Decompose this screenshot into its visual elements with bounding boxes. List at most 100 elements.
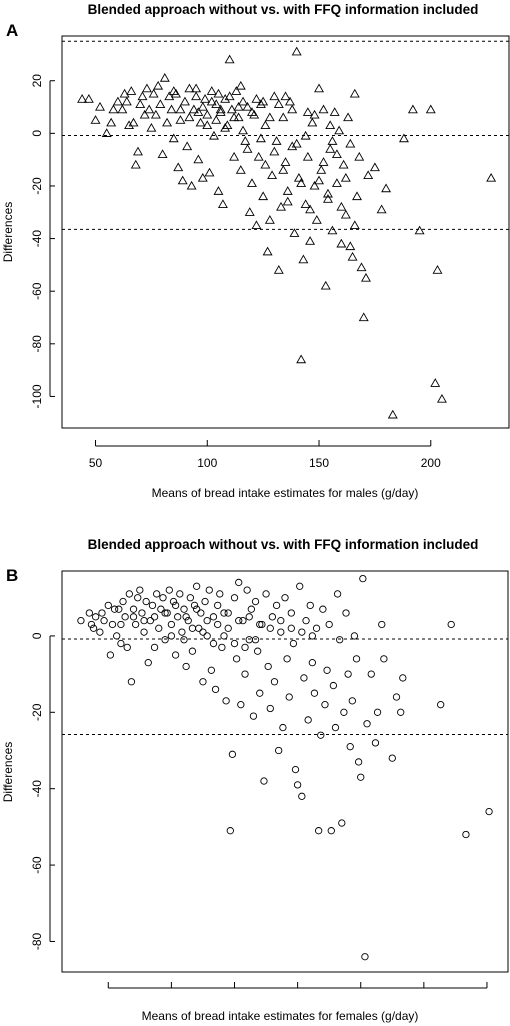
panel-a-y-tick-label: -40 [30, 230, 44, 248]
panel-a-data-point [251, 220, 262, 230]
panel-a-data-point [320, 280, 331, 290]
panel-a-data-point [307, 117, 318, 127]
panel-b-data-point [207, 666, 216, 674]
panel-b-data-point [361, 953, 369, 961]
panel-b-data-point [277, 616, 285, 625]
panel-a-data-point [262, 246, 273, 256]
panel-a-data-point [314, 83, 325, 93]
panel-a-data-point [287, 141, 298, 151]
panel-a-data-point [244, 207, 255, 216]
panel-b-data-point [136, 586, 144, 594]
panel-b-data-point [220, 632, 228, 640]
panel-a-data-point [314, 175, 325, 185]
panel-a-data-point [153, 80, 164, 90]
panel-b-data-point [190, 601, 199, 610]
panel-a-data-point [376, 204, 387, 214]
panel-a-data-point [224, 54, 235, 64]
panel-b-data-point [89, 624, 98, 632]
panel-b-data-point [188, 647, 197, 655]
panel-a-data-point [166, 104, 177, 114]
panel-a-data-point [280, 157, 291, 166]
panel-a-data-point [162, 117, 173, 127]
panel-b-y-axis: 0 -20 -40 -60 -80 [30, 632, 55, 950]
panel-b-data-point [159, 594, 167, 602]
panel-a-data-point [311, 215, 322, 224]
panel-b-data-point [272, 601, 281, 610]
scatter-plot-females: Blended approach without vs. with FFQ in… [1, 537, 509, 1023]
panel-b-data-point [344, 670, 352, 678]
panel-b-data-point [338, 819, 346, 827]
panel-a-reference-lines [62, 40, 509, 230]
panel-b-data-point [150, 643, 159, 652]
panel-a-data-point [322, 194, 333, 203]
panel-a-data-point [354, 151, 365, 161]
panel-a-data-point [164, 91, 175, 101]
panel-b-data-point [256, 620, 264, 629]
panel-a-data-point [414, 225, 425, 235]
panel-b-data-point [296, 582, 304, 590]
panel-a-data-point [305, 204, 316, 214]
panel-b-x-axis [107, 982, 488, 989]
panel-a-x-tick-label: 100 [197, 456, 217, 470]
panel-b-data-point [277, 628, 285, 636]
panel-b-data-point [192, 605, 201, 613]
panel-b-data-point [264, 662, 272, 671]
panel-a-data-point [175, 104, 186, 114]
panel-a-data-point [282, 196, 293, 206]
panel-a-data-point [305, 236, 316, 245]
panel-a-data-point [233, 112, 244, 122]
panel-a-y-tick-label: -80 [30, 335, 44, 353]
panel-b-data-point [289, 639, 298, 648]
panel-b-data-point [266, 704, 274, 713]
panel-a-data-point [264, 112, 275, 122]
panel-b-data-point [325, 620, 333, 629]
panel-b-data-point [287, 624, 295, 632]
panel-b-data-point [117, 620, 125, 629]
panel-a-data-point [255, 133, 266, 143]
panel-b-data-point [146, 616, 155, 625]
panel-b-data-point [77, 616, 85, 625]
panel-a-data-point [224, 91, 235, 101]
panel-a-data-point [220, 94, 231, 103]
panel-a-data-point [215, 104, 226, 114]
panel-b-data-point [241, 643, 249, 652]
panel-b-data-point [380, 655, 388, 663]
panel-b-data-point [129, 605, 138, 613]
panel-b-data-point [121, 613, 129, 621]
panel-b-data-point [397, 708, 405, 716]
panel-a-x-tick-label: 50 [89, 456, 103, 470]
panel-b-data-point [134, 594, 142, 602]
panel-b-data-point [399, 674, 407, 682]
panel-a-data-point [269, 146, 280, 156]
panel-b-data-point [176, 590, 184, 598]
panel-b-data-point [104, 601, 112, 610]
panel-a-data-point [318, 157, 329, 166]
panel-a-data-point [211, 99, 222, 109]
panel-a-data-point [345, 241, 356, 251]
panel-b-data-point [157, 605, 165, 613]
panel-b-data-point [251, 597, 260, 606]
panel-a-data-point [318, 104, 329, 114]
panel-a-data-point [209, 130, 219, 140]
panel-b-x-axis-label: Means of bread intake estimates for fema… [142, 1009, 419, 1023]
panel-b-data-point [186, 594, 194, 602]
panel-b-data-point [310, 689, 319, 697]
panel-b-data-point [388, 754, 396, 762]
panel-b-data-point [220, 609, 228, 617]
panel-b-data-point [300, 674, 308, 682]
panel-b-data-point [323, 666, 331, 674]
panel-a-data-point [112, 96, 123, 106]
panel-a-data-point [184, 112, 195, 122]
panel-b-data-point [222, 697, 230, 705]
panel-b-data-point [260, 777, 268, 785]
panel-b-data-point [312, 624, 321, 632]
panel-b-data-point [340, 708, 348, 716]
panel-a-data-point [340, 172, 351, 182]
panel-b-data-point [180, 636, 188, 644]
panel-a-data-point [340, 209, 351, 219]
panel-b-data-point [129, 613, 138, 621]
panel-a-data-point [296, 178, 307, 187]
panel-a-data-point [271, 136, 282, 145]
panel-b-data-point [216, 590, 224, 598]
panel-b-data-point [108, 620, 117, 629]
